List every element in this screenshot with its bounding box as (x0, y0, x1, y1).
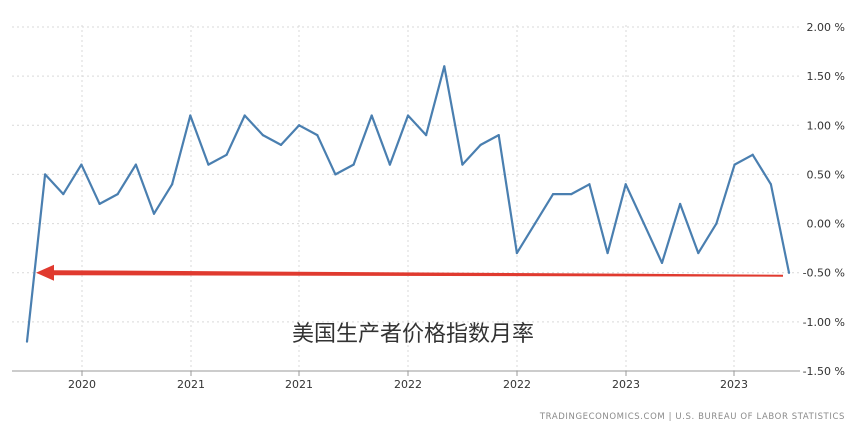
axes (12, 370, 800, 376)
data-point (769, 183, 772, 186)
data-point (606, 251, 609, 255)
data-point (588, 183, 591, 186)
data-point (642, 222, 645, 225)
data-point (370, 114, 373, 117)
data-point (243, 114, 246, 117)
data-point (624, 183, 627, 186)
data-point (751, 153, 754, 156)
data-point (25, 340, 29, 343)
data-point (715, 222, 718, 225)
y-tick-label: 0.00 % (807, 218, 845, 231)
grid (12, 25, 800, 371)
data-point (787, 271, 791, 274)
arrow-head (36, 264, 54, 281)
annotation (36, 264, 783, 281)
x-tick-label: 2022 (394, 378, 422, 391)
data-point (570, 192, 573, 196)
data-point (98, 202, 101, 206)
data-point (261, 134, 264, 137)
x-tick-label: 2021 (285, 378, 313, 391)
data-point (62, 192, 65, 196)
x-tick-label: 2020 (68, 378, 96, 391)
data-point (334, 173, 337, 176)
data-point (225, 153, 228, 156)
y-tick-label: -1.00 % (803, 316, 845, 329)
x-tick-label: 2023 (720, 378, 748, 391)
data-point (533, 222, 537, 225)
data-point (497, 134, 500, 137)
y-tick-label: 1.00 % (807, 119, 845, 132)
arrow-shaft (52, 270, 783, 277)
data-point (80, 163, 83, 166)
data-point (515, 251, 518, 255)
y-tick-label: 0.50 % (807, 168, 845, 181)
data-point (388, 163, 391, 166)
data-point (660, 261, 664, 264)
data-point (298, 124, 301, 127)
data-point (425, 134, 428, 137)
data-point (697, 251, 700, 255)
x-axis-labels: 2020 2021 2021 2022 2022 2023 2023 (68, 378, 748, 391)
series (25, 65, 791, 343)
y-tick-label: -0.50 % (803, 267, 845, 280)
data-point (152, 212, 156, 215)
y-tick-label: 2.00 % (807, 21, 845, 34)
y-tick-label: -1.50 % (803, 365, 845, 378)
data-point (479, 143, 482, 147)
data-point (443, 65, 446, 68)
data-point (679, 202, 682, 206)
data-point (316, 134, 319, 137)
data-point (406, 114, 410, 117)
y-tick-label: 1.50 % (807, 70, 845, 83)
x-tick-label: 2021 (177, 378, 205, 391)
data-point (171, 183, 174, 186)
data-point (44, 173, 47, 176)
data-point (116, 192, 119, 196)
data-point (733, 163, 736, 166)
data-point (207, 163, 210, 166)
data-point (134, 163, 137, 166)
data-point (189, 114, 192, 117)
x-tick-label: 2023 (612, 378, 640, 391)
data-point (352, 163, 355, 166)
data-point (552, 192, 555, 196)
data-point (461, 163, 464, 166)
y-axis-labels: 2.00 % 1.50 % 1.00 % 0.50 % 0.00 % -0.50 % -1.… (803, 21, 845, 378)
source-credit: TRADINGECONOMICS.COM | U.S. BUREAU OF LA… (539, 412, 845, 422)
data-point (279, 143, 283, 147)
x-tick-label: 2022 (503, 378, 531, 391)
chart-title: 美国生产者价格指数月率 (292, 322, 535, 347)
